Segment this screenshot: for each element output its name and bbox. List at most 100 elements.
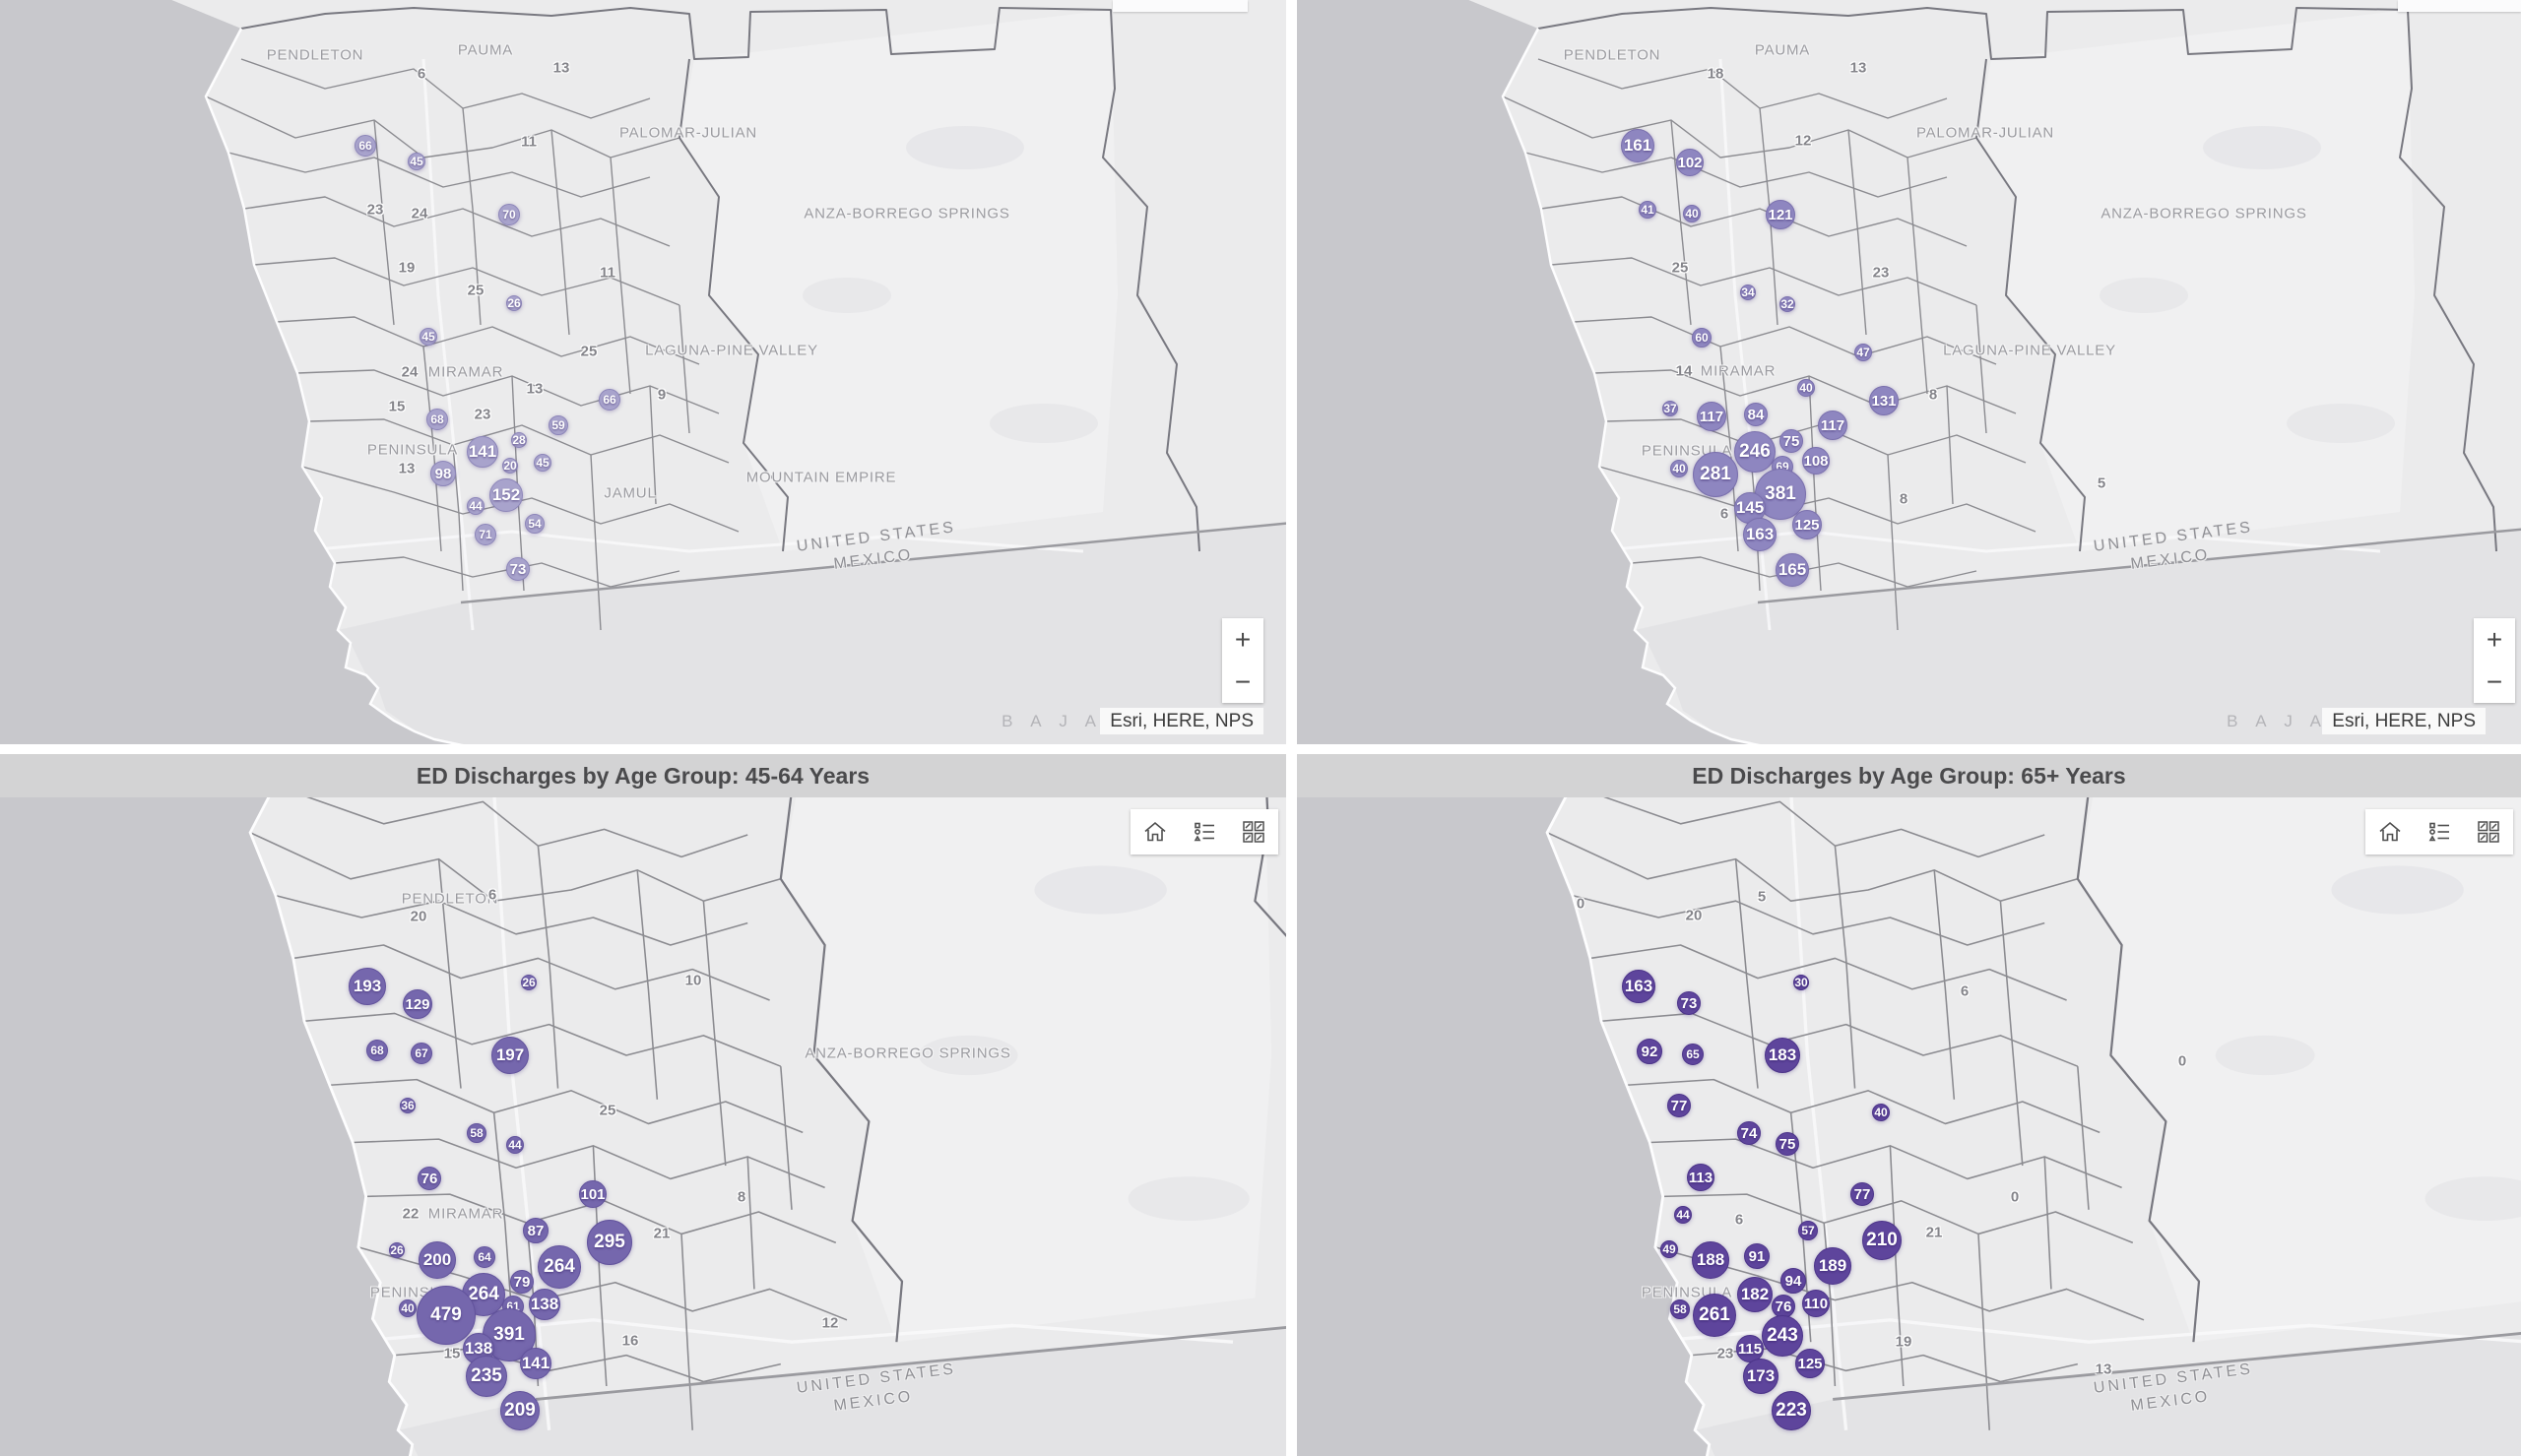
graduated-symbol[interactable]: 41 xyxy=(1639,201,1656,219)
graduated-symbol[interactable]: 131 xyxy=(1869,386,1899,415)
graduated-symbol[interactable]: 45 xyxy=(408,153,425,170)
graduated-symbol[interactable]: 264 xyxy=(538,1245,581,1289)
graduated-symbol[interactable]: 58 xyxy=(1670,1299,1690,1319)
graduated-symbol[interactable]: 77 xyxy=(1667,1094,1691,1117)
graduated-symbol[interactable]: 479 xyxy=(417,1286,476,1345)
graduated-symbol[interactable]: 28 xyxy=(511,432,527,448)
graduated-symbol[interactable]: 165 xyxy=(1776,553,1809,587)
graduated-symbol[interactable]: 264 xyxy=(462,1273,505,1316)
basemap-icon[interactable] xyxy=(1237,815,1270,849)
graduated-symbol[interactable]: 68 xyxy=(366,1040,388,1061)
map-panel-top-left[interactable]: PENDLETON PAUMA PALOMAR-JULIAN ANZA-BORREGO… xyxy=(0,0,1286,744)
graduated-symbol[interactable]: 115 xyxy=(1736,1335,1764,1362)
graduated-symbol[interactable]: 183 xyxy=(1765,1038,1800,1073)
basemap-icon[interactable] xyxy=(2472,815,2505,849)
graduated-symbol[interactable]: 26 xyxy=(521,975,537,990)
graduated-symbol[interactable]: 75 xyxy=(1776,1132,1799,1156)
graduated-symbol[interactable]: 163 xyxy=(1743,518,1777,551)
map-panel-bottom-left[interactable]: PENDLETON ANZA-BORREGO SPRINGS MIRAMAR PENI… xyxy=(0,754,1286,1456)
graduated-symbol[interactable]: 108 xyxy=(1802,447,1830,475)
graduated-symbol[interactable]: 117 xyxy=(1697,402,1726,431)
toolbar-partial[interactable] xyxy=(1113,0,1248,12)
graduated-symbol[interactable]: 58 xyxy=(467,1123,486,1143)
graduated-symbol[interactable]: 40 xyxy=(1872,1104,1890,1121)
graduated-symbol[interactable]: 295 xyxy=(587,1220,632,1265)
zoom-in-button[interactable]: + xyxy=(1234,623,1252,655)
graduated-symbol[interactable]: 189 xyxy=(1814,1247,1851,1285)
graduated-symbol[interactable]: 40 xyxy=(1797,379,1815,397)
graduated-symbol[interactable]: 73 xyxy=(506,557,530,581)
graduated-symbol[interactable]: 73 xyxy=(1677,991,1701,1015)
graduated-symbol[interactable]: 75 xyxy=(1779,429,1803,453)
graduated-symbol[interactable]: 152 xyxy=(489,478,523,512)
graduated-symbol[interactable]: 209 xyxy=(500,1391,540,1430)
graduated-symbol[interactable]: 54 xyxy=(525,514,545,534)
graduated-symbol[interactable]: 26 xyxy=(506,295,522,311)
graduated-symbol[interactable]: 243 xyxy=(1762,1315,1803,1357)
graduated-symbol[interactable]: 163 xyxy=(1622,970,1655,1003)
graduated-symbol[interactable]: 98 xyxy=(430,461,456,486)
graduated-symbol[interactable]: 45 xyxy=(420,328,437,346)
graduated-symbol[interactable]: 49 xyxy=(1660,1240,1678,1258)
graduated-symbol[interactable]: 125 xyxy=(1792,510,1822,539)
graduated-symbol[interactable]: 64 xyxy=(474,1246,495,1268)
graduated-symbol[interactable]: 44 xyxy=(467,497,485,515)
home-icon[interactable] xyxy=(1138,815,1172,849)
graduated-symbol[interactable]: 68 xyxy=(426,409,448,430)
graduated-symbol[interactable]: 67 xyxy=(411,1043,432,1064)
graduated-symbol[interactable]: 92 xyxy=(1637,1039,1662,1064)
graduated-symbol[interactable]: 71 xyxy=(475,524,496,545)
graduated-symbol[interactable]: 173 xyxy=(1743,1359,1778,1394)
graduated-symbol[interactable]: 101 xyxy=(579,1180,607,1208)
graduated-symbol[interactable]: 161 xyxy=(1621,129,1654,162)
graduated-symbol[interactable]: 182 xyxy=(1737,1277,1773,1312)
graduated-symbol[interactable]: 125 xyxy=(1795,1349,1825,1378)
graduated-symbol[interactable]: 141 xyxy=(467,436,498,468)
graduated-symbol[interactable]: 40 xyxy=(1683,205,1701,222)
graduated-symbol[interactable]: 59 xyxy=(549,415,568,435)
graduated-symbol[interactable]: 91 xyxy=(1744,1243,1770,1269)
zoom-in-button[interactable]: + xyxy=(2486,623,2503,655)
graduated-symbol[interactable]: 110 xyxy=(1802,1290,1830,1317)
graduated-symbol[interactable]: 40 xyxy=(399,1299,417,1317)
graduated-symbol[interactable]: 77 xyxy=(1850,1182,1874,1206)
graduated-symbol[interactable]: 235 xyxy=(466,1356,507,1397)
graduated-symbol[interactable]: 197 xyxy=(491,1037,529,1074)
graduated-symbol[interactable]: 102 xyxy=(1676,149,1704,176)
graduated-symbol[interactable]: 210 xyxy=(1862,1221,1902,1260)
graduated-symbol[interactable]: 66 xyxy=(599,389,620,411)
graduated-symbol[interactable]: 200 xyxy=(419,1241,456,1279)
graduated-symbol[interactable]: 30 xyxy=(1793,975,1809,990)
graduated-symbol[interactable]: 79 xyxy=(510,1270,534,1294)
graduated-symbol[interactable]: 20 xyxy=(502,458,518,474)
graduated-symbol[interactable]: 281 xyxy=(1693,452,1738,497)
graduated-symbol[interactable]: 57 xyxy=(1798,1221,1818,1240)
graduated-symbol[interactable]: 117 xyxy=(1818,411,1847,440)
graduated-symbol[interactable]: 60 xyxy=(1692,328,1712,348)
graduated-symbol[interactable]: 261 xyxy=(1693,1294,1736,1337)
graduated-symbol[interactable]: 37 xyxy=(1662,401,1678,416)
graduated-symbol[interactable]: 47 xyxy=(1854,344,1872,361)
graduated-symbol[interactable]: 40 xyxy=(1670,460,1688,477)
graduated-symbol[interactable]: 45 xyxy=(534,454,551,472)
graduated-symbol[interactable]: 76 xyxy=(418,1167,441,1190)
graduated-symbol[interactable]: 32 xyxy=(1779,296,1795,312)
graduated-symbol[interactable]: 223 xyxy=(1772,1391,1811,1430)
graduated-symbol[interactable]: 70 xyxy=(498,204,520,225)
graduated-symbol[interactable]: 44 xyxy=(506,1136,524,1154)
zoom-out-button[interactable]: − xyxy=(2486,665,2503,697)
graduated-symbol[interactable]: 246 xyxy=(1734,431,1776,473)
graduated-symbol[interactable]: 84 xyxy=(1744,403,1768,426)
graduated-symbol[interactable]: 138 xyxy=(463,1333,494,1364)
graduated-symbol[interactable]: 129 xyxy=(403,989,432,1019)
legend-icon[interactable] xyxy=(2423,815,2456,849)
map-panel-top-right[interactable]: PENDLETON PAUMA PALOMAR-JULIAN ANZA-BORREGO… xyxy=(1297,0,2521,744)
graduated-symbol[interactable]: 121 xyxy=(1766,200,1795,229)
zoom-out-button[interactable]: − xyxy=(1234,665,1252,697)
graduated-symbol[interactable]: 74 xyxy=(1737,1121,1761,1145)
graduated-symbol[interactable]: 36 xyxy=(400,1098,416,1113)
graduated-symbol[interactable]: 188 xyxy=(1692,1241,1729,1279)
legend-icon[interactable] xyxy=(1188,815,1221,849)
graduated-symbol[interactable]: 141 xyxy=(520,1348,551,1379)
graduated-symbol[interactable]: 44 xyxy=(1674,1206,1692,1224)
